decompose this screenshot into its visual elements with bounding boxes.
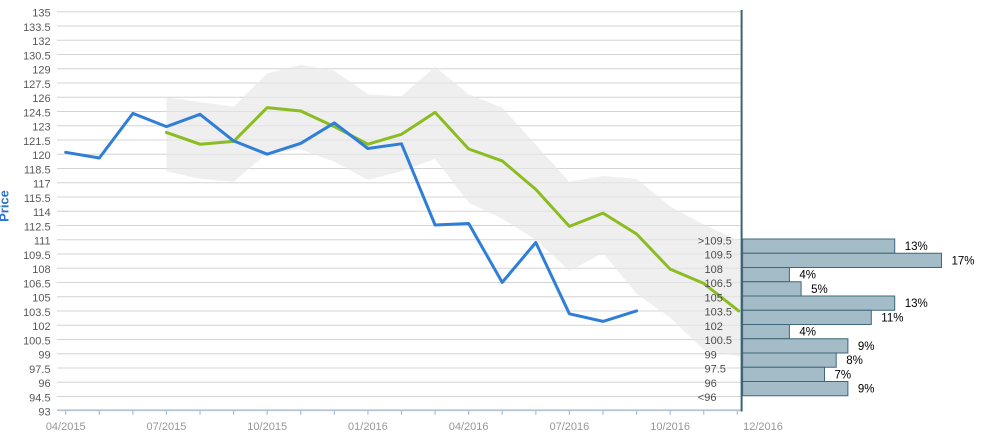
svg-text:07/2016: 07/2016 [550,421,590,433]
svg-text:9%: 9% [858,384,875,396]
svg-text:93: 93 [38,407,50,419]
svg-text:01/2016: 01/2016 [348,421,388,433]
svg-text:94.5: 94.5 [29,392,50,404]
svg-text:>109.5: >109.5 [698,235,732,247]
svg-text:97.5: 97.5 [705,364,726,376]
svg-text:17%: 17% [952,255,975,267]
svg-text:4%: 4% [799,270,816,282]
svg-text:118.5: 118.5 [24,164,51,176]
svg-text:Price: Price [0,190,12,222]
svg-text:102: 102 [32,321,50,333]
svg-text:135: 135 [32,8,50,20]
svg-text:100.5: 100.5 [705,335,733,347]
svg-text:7%: 7% [835,369,852,381]
svg-text:130.5: 130.5 [23,50,51,62]
svg-text:99: 99 [705,349,717,361]
svg-text:99: 99 [38,350,50,362]
svg-text:<96: <96 [698,392,717,404]
svg-text:127.5: 127.5 [23,79,51,91]
svg-text:123: 123 [32,122,50,134]
svg-text:109.5: 109.5 [705,250,733,262]
svg-text:13%: 13% [905,298,928,310]
svg-text:112.5: 112.5 [24,221,51,233]
svg-text:10/2016: 10/2016 [650,421,690,433]
svg-text:5%: 5% [811,284,828,296]
svg-text:04/2015: 04/2015 [46,421,86,433]
svg-text:11%: 11% [881,312,903,324]
svg-text:109.5: 109.5 [23,250,51,262]
svg-text:96: 96 [705,378,717,390]
svg-text:114: 114 [33,207,51,219]
svg-text:120: 120 [32,150,50,162]
svg-text:105: 105 [32,293,50,305]
svg-text:115.5: 115.5 [24,193,51,205]
svg-text:12/2016: 12/2016 [743,421,783,433]
svg-text:13%: 13% [905,241,928,253]
svg-text:10/2015: 10/2015 [247,421,287,433]
svg-text:9%: 9% [858,341,875,353]
svg-text:100.5: 100.5 [23,335,51,347]
svg-text:124.5: 124.5 [23,107,51,119]
svg-text:133.5: 133.5 [23,22,51,34]
svg-text:07/2015: 07/2015 [147,421,187,433]
svg-text:106.5: 106.5 [23,278,51,290]
svg-text:121.5: 121.5 [23,136,51,148]
svg-text:103.5: 103.5 [705,307,733,319]
svg-text:108: 108 [32,264,50,276]
svg-text:111: 111 [34,236,51,248]
svg-text:8%: 8% [846,355,863,367]
svg-text:96: 96 [38,378,50,390]
svg-text:103.5: 103.5 [23,307,51,319]
svg-text:106.5: 106.5 [705,278,733,290]
svg-text:132: 132 [32,36,50,48]
svg-text:117: 117 [33,179,51,191]
svg-text:126: 126 [32,93,50,105]
svg-text:04/2016: 04/2016 [449,421,489,433]
svg-text:97.5: 97.5 [29,364,50,376]
svg-text:108: 108 [705,264,723,276]
svg-text:105: 105 [705,292,723,304]
svg-text:102: 102 [705,321,723,333]
svg-text:4%: 4% [799,327,816,339]
svg-text:129: 129 [32,65,50,77]
